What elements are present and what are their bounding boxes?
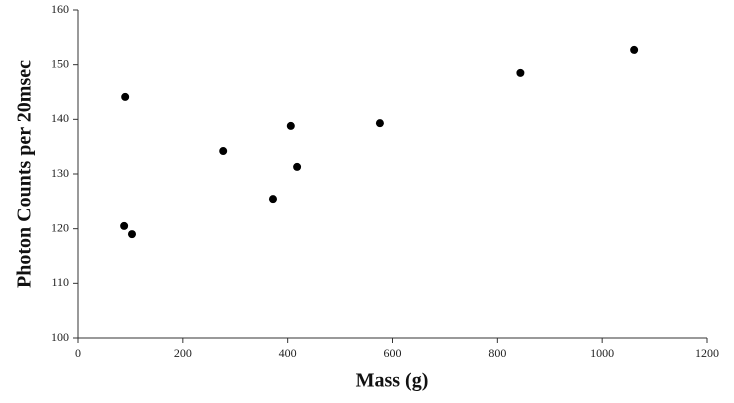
x-tick-label: 600 bbox=[384, 346, 402, 360]
x-tick-label: 200 bbox=[174, 346, 192, 360]
y-tick-label: 150 bbox=[51, 56, 69, 70]
point bbox=[127, 230, 136, 239]
x-tick-label: 400 bbox=[279, 346, 297, 360]
point bbox=[286, 121, 295, 130]
x-tick-label: 0 bbox=[75, 346, 81, 360]
point bbox=[121, 92, 130, 101]
y-tick-label: 110 bbox=[51, 275, 69, 289]
point bbox=[120, 221, 129, 230]
y-tick-label: 120 bbox=[51, 220, 69, 234]
point bbox=[268, 195, 277, 204]
point bbox=[219, 147, 228, 156]
y-axis-title: Photon Counts per 20msec bbox=[14, 60, 36, 288]
y-tick-label: 140 bbox=[51, 111, 69, 125]
x-tick-label: 800 bbox=[488, 346, 506, 360]
y-tick-label: 100 bbox=[51, 330, 69, 344]
point bbox=[630, 45, 639, 54]
point bbox=[516, 68, 525, 77]
y-tick-label: 130 bbox=[51, 166, 69, 180]
x-tick-label: 1200 bbox=[695, 346, 719, 360]
point bbox=[375, 119, 384, 128]
x-axis-title: Mass (g) bbox=[356, 370, 429, 392]
point bbox=[293, 162, 302, 171]
y-tick-label: 160 bbox=[51, 2, 69, 16]
x-tick-label: 1000 bbox=[590, 346, 614, 360]
